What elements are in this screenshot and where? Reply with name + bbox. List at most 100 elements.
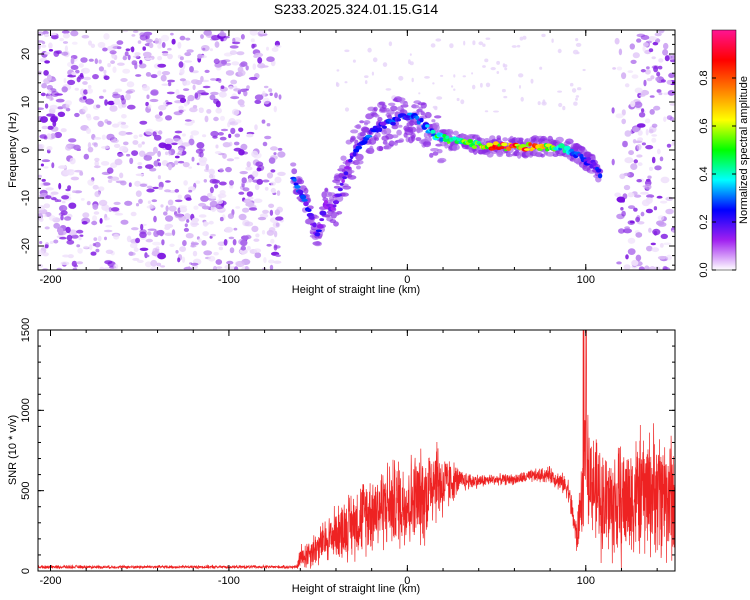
noise-blob	[209, 178, 218, 184]
ridge-core	[297, 189, 304, 195]
noise-blob	[219, 136, 227, 141]
noise-blob	[204, 115, 209, 123]
noise-blob	[623, 184, 631, 191]
noise-blob	[215, 259, 223, 265]
noise-blob	[651, 247, 660, 253]
noise-blob	[200, 195, 209, 202]
noise-blob	[655, 77, 660, 81]
noise-blob	[38, 143, 45, 150]
noise-blob	[637, 221, 645, 225]
noise-blob	[230, 96, 240, 100]
ridge-halo	[435, 124, 440, 131]
noise-blob	[120, 124, 129, 129]
noise-blob	[496, 60, 500, 65]
noise-blob	[453, 88, 456, 91]
noise-blob	[43, 166, 49, 169]
noise-blob	[38, 31, 44, 36]
ridge-core	[303, 201, 309, 207]
noise-blob	[141, 141, 145, 145]
noise-blob	[111, 207, 120, 212]
noise-blob	[658, 58, 664, 63]
noise-blob	[453, 74, 456, 78]
ridge-halo	[505, 153, 513, 158]
noise-blob	[511, 45, 517, 48]
noise-blob	[146, 185, 153, 189]
noise-blob	[201, 240, 207, 246]
noise-blob	[62, 33, 70, 39]
noise-blob	[208, 174, 214, 179]
noise-blob	[113, 263, 119, 270]
noise-blob	[636, 38, 642, 43]
noise-blob	[231, 108, 240, 116]
noise-blob	[107, 179, 113, 184]
noise-blob	[658, 92, 663, 96]
noise-blob	[68, 138, 77, 143]
noise-blob	[105, 249, 114, 254]
noise-blob	[178, 160, 185, 164]
noise-blob	[254, 99, 262, 104]
noise-blob	[93, 237, 98, 242]
noise-blob	[107, 100, 115, 106]
noise-blob	[569, 82, 574, 87]
snr-series-line	[38, 330, 675, 570]
noise-blob	[636, 123, 646, 128]
noise-blob	[71, 71, 77, 76]
noise-blob	[640, 191, 649, 195]
noise-blob	[41, 125, 49, 130]
noise-blob	[224, 264, 232, 270]
noise-blob	[456, 97, 460, 102]
noise-blob	[367, 47, 372, 53]
noise-blob	[629, 43, 635, 50]
noise-blob	[635, 254, 642, 262]
noise-blob	[94, 191, 101, 198]
noise-blob	[462, 75, 466, 78]
noise-blob	[239, 62, 246, 68]
noise-blob	[247, 196, 254, 200]
ridge-core	[292, 178, 297, 182]
noise-blob	[193, 205, 199, 210]
noise-blob	[66, 169, 75, 176]
noise-blob	[440, 74, 444, 77]
noise-blob	[71, 41, 78, 45]
ridge-core	[569, 148, 574, 153]
noise-blob	[246, 133, 254, 138]
noise-blob	[133, 247, 139, 252]
ridge-halo	[391, 134, 399, 139]
ridge-halo	[420, 111, 426, 116]
noise-blob	[60, 128, 67, 133]
noise-blob	[102, 47, 108, 52]
noise-blob	[147, 231, 152, 236]
ridge-core	[337, 187, 343, 192]
noise-blob	[97, 120, 104, 127]
noise-blob	[45, 187, 54, 191]
noise-blob	[126, 153, 131, 157]
spectrogram-y-label: Frequency (Hz)	[7, 112, 19, 188]
noise-blob	[651, 137, 657, 143]
noise-blob	[270, 146, 278, 151]
spectrogram-x-ticks: -200 -100 0 100	[39, 30, 658, 286]
noise-blob	[644, 183, 652, 190]
noise-blob	[624, 83, 630, 88]
noise-blob	[244, 221, 254, 227]
noise-blob	[58, 165, 67, 169]
noise-blob	[184, 60, 193, 63]
noise-blob	[263, 85, 269, 89]
noise-blob	[60, 210, 68, 216]
noise-blob	[496, 71, 500, 74]
noise-blob	[204, 69, 210, 73]
noise-blob	[59, 236, 67, 240]
noise-blob	[640, 69, 646, 73]
noise-blob	[273, 230, 278, 238]
noise-blob	[667, 90, 675, 96]
noise-blob	[139, 231, 147, 239]
noise-blob	[266, 56, 275, 62]
noise-blob	[127, 54, 131, 61]
noise-blob	[82, 212, 90, 218]
noise-blob	[666, 143, 672, 148]
noise-blob	[46, 146, 53, 151]
noise-blob	[660, 200, 668, 204]
ridge-halo	[335, 180, 341, 186]
noise-blob	[160, 204, 164, 208]
noise-blob	[504, 67, 508, 71]
noise-blob	[54, 198, 59, 203]
